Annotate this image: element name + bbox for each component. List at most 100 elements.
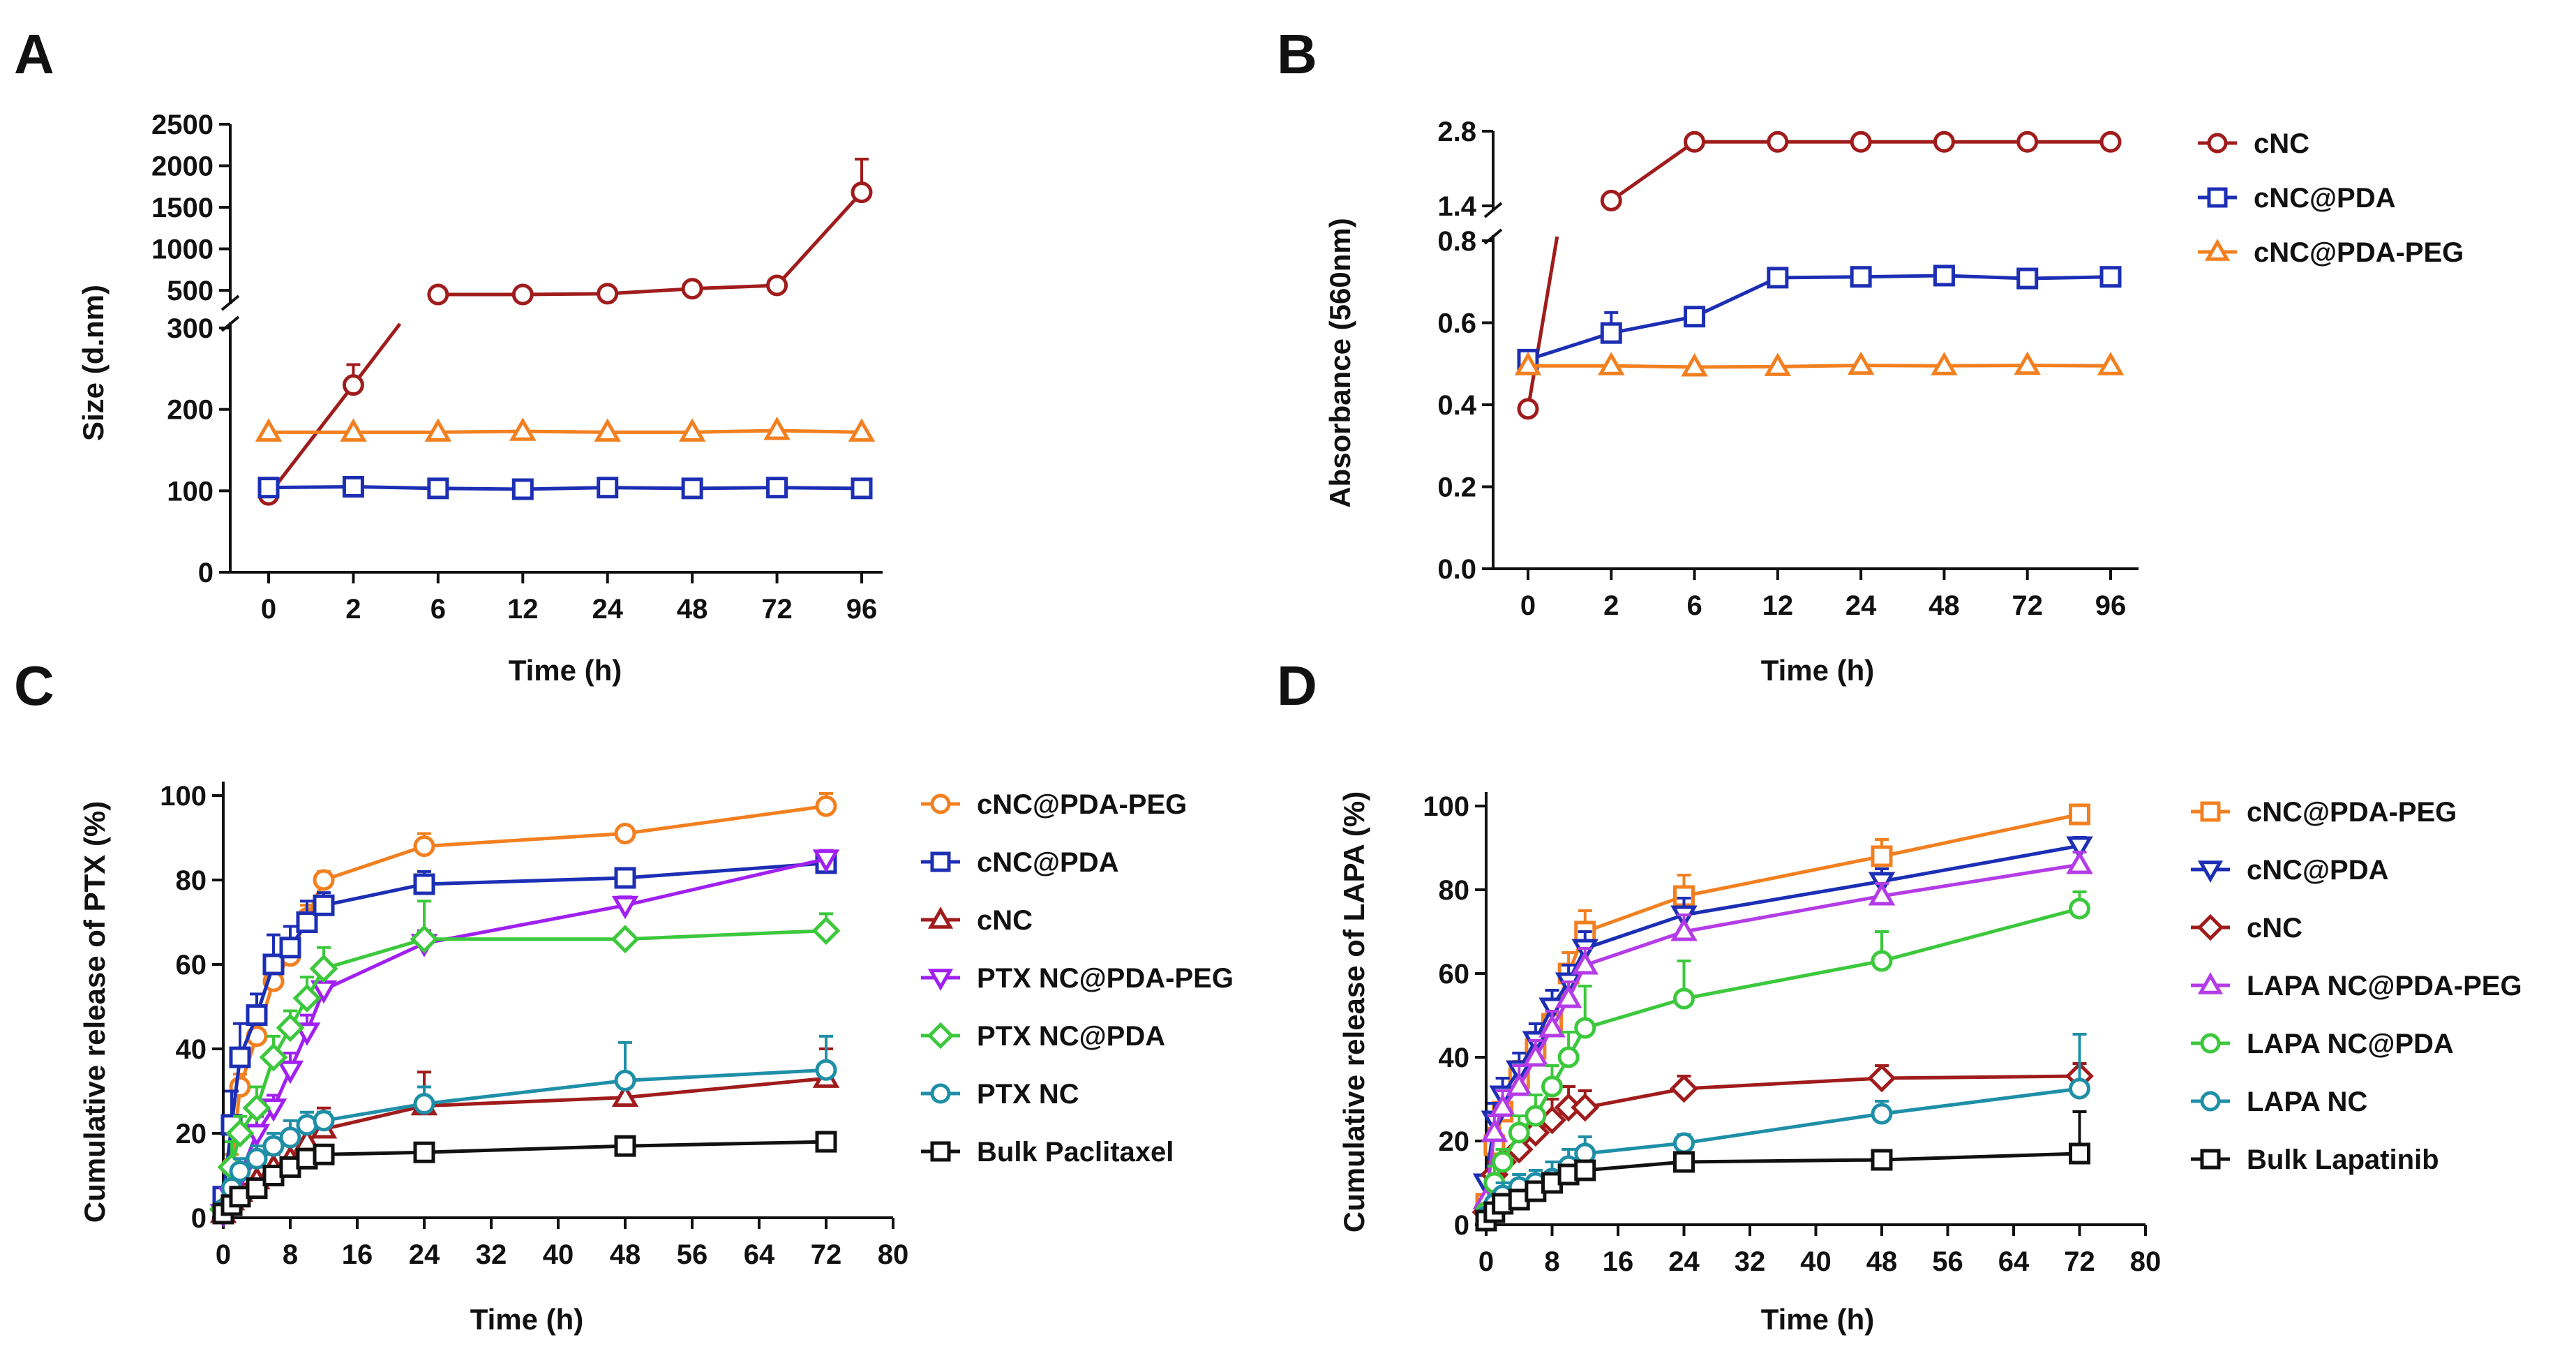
panel-b-legend-label: cNC@PDA — [2254, 183, 2395, 214]
panel-a-series-line — [523, 429, 608, 434]
panel-label-c: C — [14, 655, 54, 717]
panel-b-data-point — [1764, 352, 1792, 376]
panel-c-legend-label: cNC@PDA-PEG — [977, 789, 1187, 820]
panel-b-series-line — [2027, 275, 2111, 281]
panel-a-axis-break-upper — [220, 294, 240, 311]
panel-a-data-point — [681, 278, 703, 300]
panel-d-data-point — [1481, 1119, 1508, 1142]
panel-b-data-point — [2016, 267, 2039, 290]
panel-c-y-tick-label: 60 — [176, 950, 207, 980]
panel-b-data-point — [1850, 266, 1872, 288]
panel-a-data-point — [594, 418, 621, 442]
panel-c-data-point — [279, 937, 301, 959]
panel-b-chart: Time (h) Absorbance (560nm) 0.0 0.2 0.4 0.6… — [1324, 117, 2464, 687]
panel-a-x-tick-label: 24 — [592, 594, 623, 625]
panel-c-legend-label: PTX NC@PDA-PEG — [977, 963, 1234, 994]
panel-d-data-point — [1538, 997, 1566, 1021]
panel-d-y-tick-label: 100 — [1423, 791, 1469, 822]
panel-b-series-line — [1611, 364, 1695, 369]
panel-b-data-point — [1514, 352, 1542, 375]
panel-c-legend-label: cNC — [977, 905, 1033, 936]
panel-a-series-line — [437, 429, 523, 434]
panel-a-data-point — [342, 374, 364, 396]
panel-label-b: B — [1277, 23, 1317, 85]
panel-b-axis-break-upper — [1483, 202, 1503, 218]
panel-b-x-tick-label: 48 — [1929, 590, 1960, 621]
panel-c-data-point — [259, 1043, 288, 1072]
panel-d-data-point — [1508, 1121, 1530, 1144]
panel-a-series-line — [268, 485, 354, 490]
panel-c-y-tick-label: 80 — [176, 865, 207, 896]
panel-a-data-point — [257, 477, 280, 499]
panel-b-x-tick-label: 0 — [1520, 590, 1536, 621]
panel-b-data-point — [1684, 306, 1706, 328]
panel-c-legend-label: PTX NC@PDA — [977, 1021, 1165, 1052]
panel-a-x-tick-label: 12 — [507, 594, 539, 625]
panel-d-x-tick-label: 0 — [1478, 1246, 1494, 1277]
panel-a-y-tick-label: 500 — [167, 276, 214, 306]
panel-d-data-point — [1871, 1103, 1893, 1125]
panel-c-data-point — [413, 835, 435, 858]
panel-d-legend-label: cNC@PDA-PEG — [2247, 797, 2457, 828]
panel-c-x-tick-label: 48 — [610, 1239, 641, 1270]
panel-b-data-point — [2097, 352, 2125, 375]
panel-a-data-point — [340, 418, 367, 442]
panel-a-series-line — [692, 428, 777, 434]
panel-b-legend-label: cNC@PDA-PEG — [2254, 237, 2464, 268]
panel-a-data-point — [427, 477, 449, 500]
panel-c-data-point — [815, 1059, 837, 1081]
panel-d-legend-marker — [2200, 1149, 2221, 1170]
panel-d-data-point — [1541, 1075, 1563, 1098]
panel-c-x-tick-label: 80 — [878, 1239, 909, 1270]
panel-a-x-tick-label: 2 — [345, 594, 361, 625]
panel-d-y-tick-label: 20 — [1439, 1126, 1470, 1157]
panel-c-data-point — [313, 894, 335, 916]
panel-c-legend-label: PTX NC — [977, 1079, 1079, 1110]
panel-c-data-point — [611, 925, 640, 954]
panel-b-data-point — [1600, 322, 1622, 344]
panel-a-data-point — [851, 181, 873, 204]
panel-a-x-tick-label: 6 — [430, 594, 446, 625]
panel-c-x-tick-label: 0 — [216, 1239, 231, 1270]
panel-d-y-tick-label: 0 — [1454, 1210, 1469, 1241]
panel-c-data-point — [413, 873, 435, 895]
panel-c-data-point — [413, 1141, 435, 1163]
panel-d-x-tick-label: 40 — [1800, 1246, 1832, 1277]
panel-d-data-point — [1673, 1132, 1695, 1154]
panel-d-x-tick-label: 8 — [1544, 1246, 1559, 1277]
panel-d-data-point — [1867, 1064, 1896, 1093]
panel-d-data-point — [1871, 950, 1893, 972]
panel-b-legend-label: cNC — [2254, 128, 2309, 159]
panel-a-series-line — [353, 485, 438, 491]
panel-c-x-tick-label: 24 — [409, 1239, 440, 1270]
panel-c-data-point — [246, 1004, 268, 1027]
panel-d-data-point — [1670, 918, 1698, 941]
panel-c-y-tick-label: 40 — [176, 1034, 207, 1065]
panel-c-data-point — [313, 1143, 335, 1165]
panel-d-legend-marker — [2197, 860, 2224, 883]
panel-c-data-point — [229, 1160, 251, 1182]
panel-d-data-point — [2066, 851, 2093, 874]
panel-a-series-line — [607, 287, 693, 296]
panel-b-x-tick-label: 6 — [1686, 590, 1702, 621]
panel-d-data-point — [1525, 1105, 1547, 1127]
panel-d-data-point — [1489, 1094, 1516, 1117]
panel-c-data-point — [229, 1075, 251, 1098]
panel-d-data-point — [1670, 1074, 1698, 1103]
panel-a-x-tick-label: 72 — [761, 594, 793, 625]
panel-c-data-point — [410, 925, 439, 954]
panel-c-legend-marker — [927, 907, 954, 929]
panel-d-x-tick-label: 48 — [1866, 1246, 1898, 1277]
panel-d-data-point — [1871, 845, 1893, 867]
panel-b-x-tick-label: 12 — [1762, 590, 1794, 621]
panel-c-data-point — [229, 1046, 251, 1068]
panel-c-data-point — [296, 911, 318, 933]
panel-c-y-tick-label: 20 — [176, 1119, 207, 1149]
panel-c-legend-marker — [927, 1022, 954, 1050]
panel-c-data-point — [246, 1177, 268, 1200]
panel-b-series-line — [1610, 315, 1695, 335]
panel-d-data-point — [1571, 1093, 1600, 1122]
panel-a-data-point — [255, 418, 283, 442]
panel-b-series-line — [1861, 274, 1945, 279]
